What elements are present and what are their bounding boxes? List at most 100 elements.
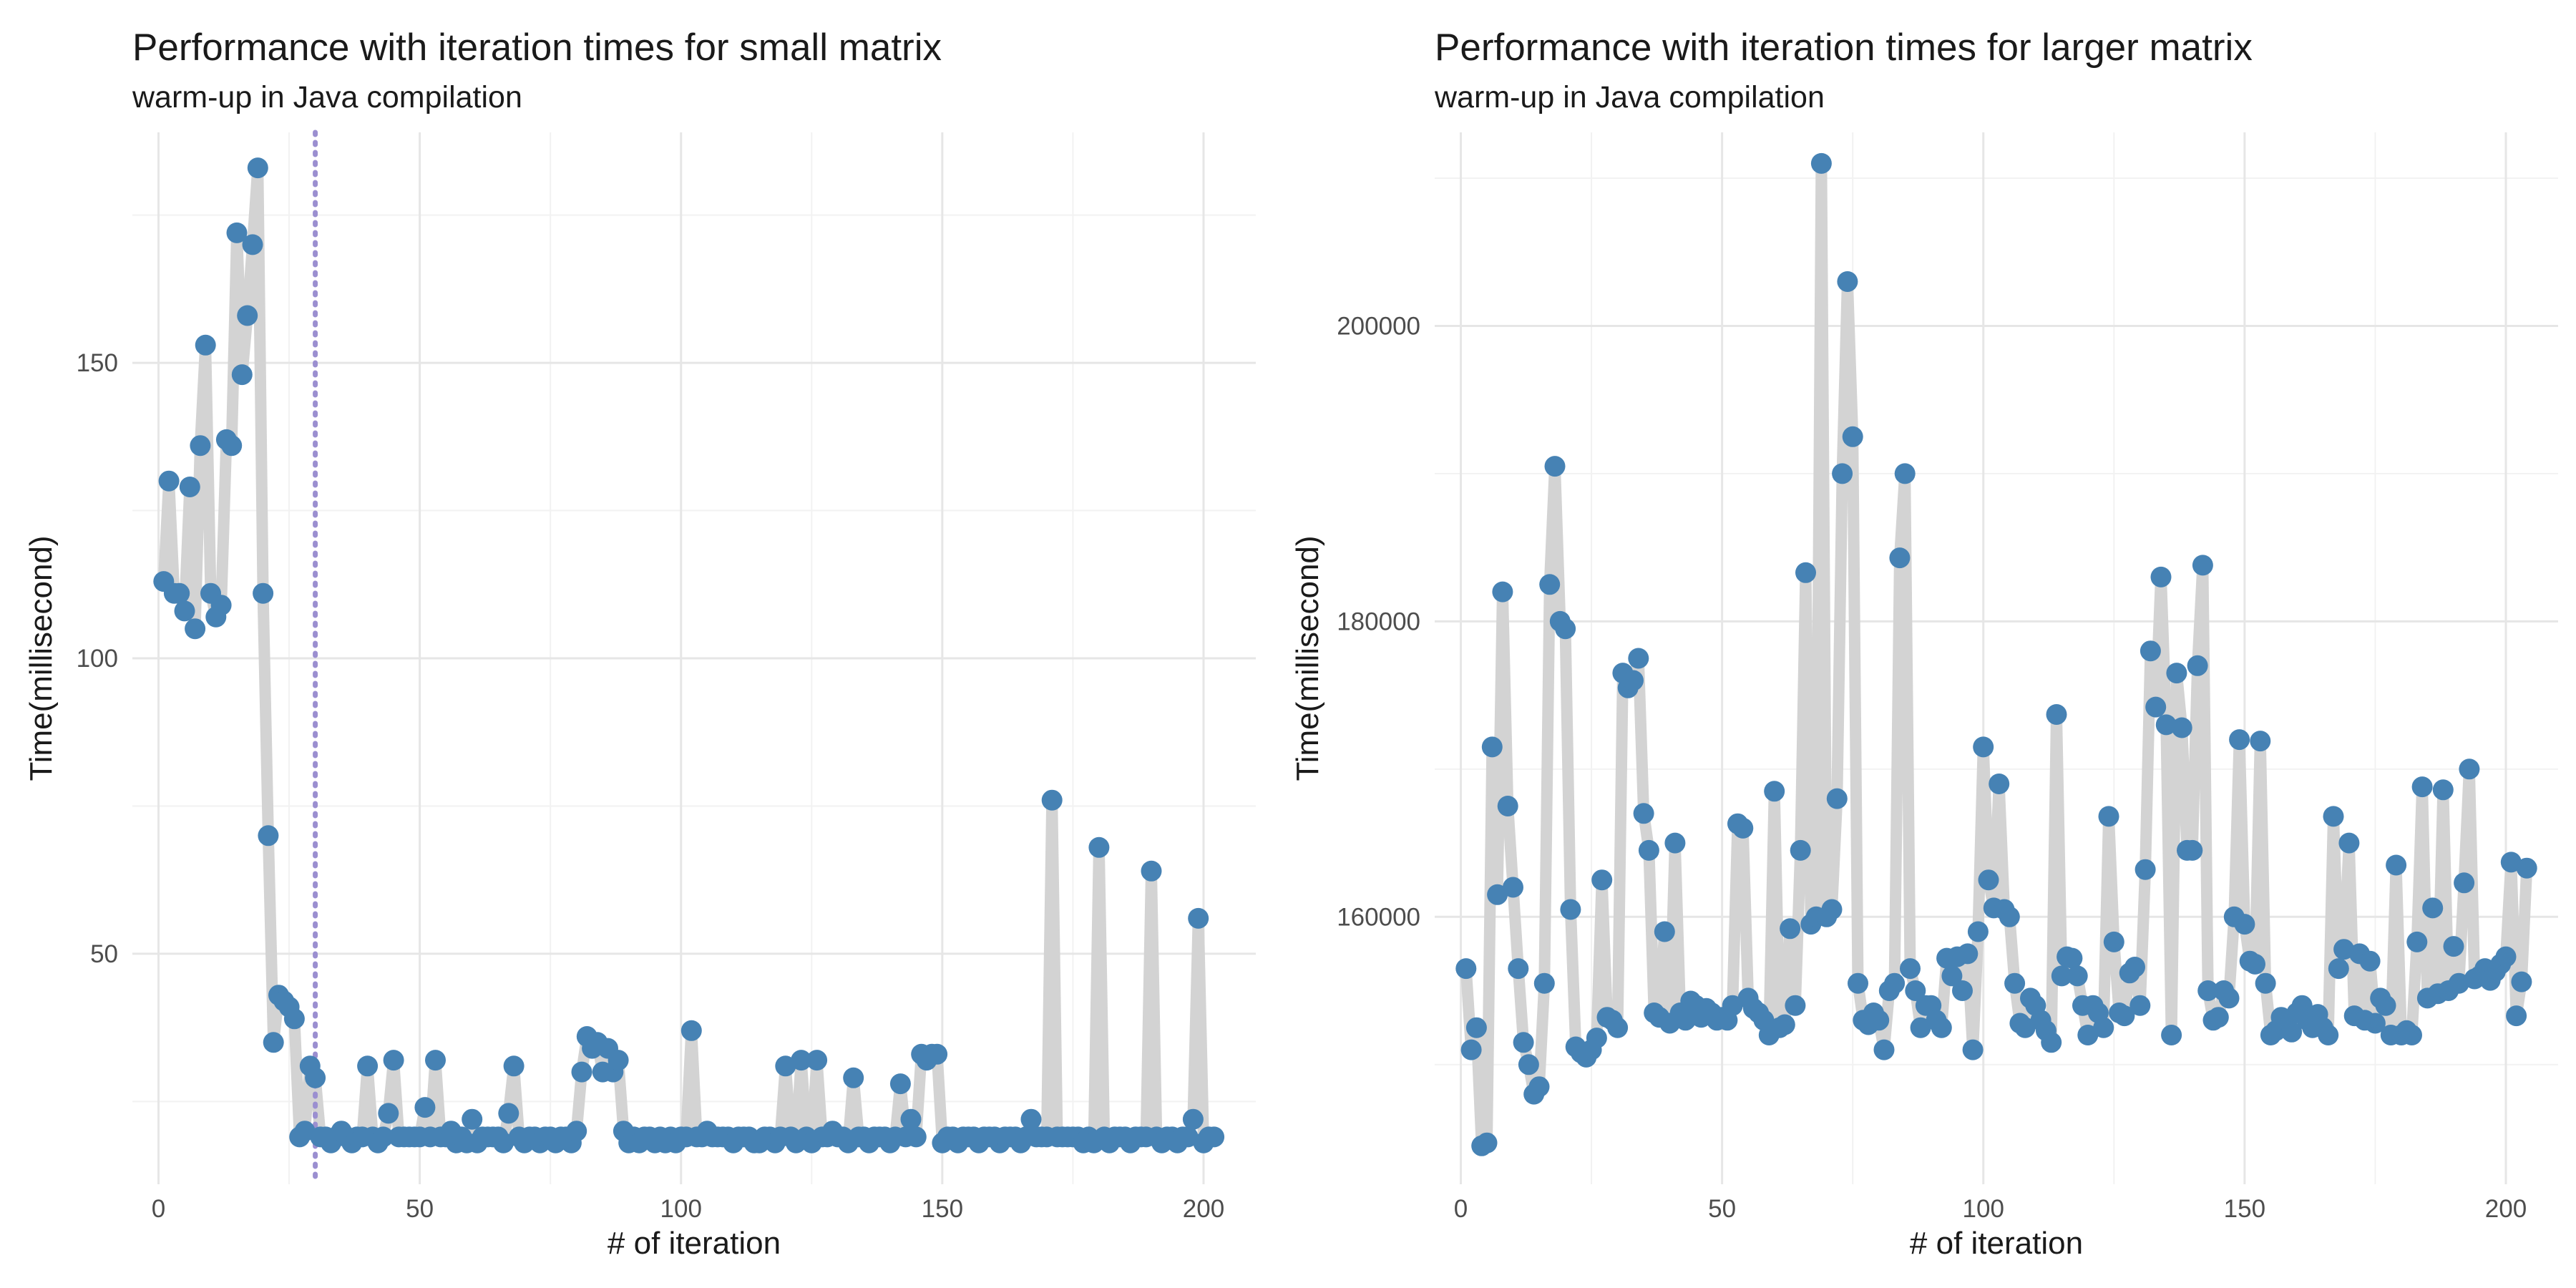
y-tick-label: 100 [77,645,118,673]
data-point [1455,958,1477,980]
gridlines [1435,132,2558,1184]
data-point [2046,704,2067,725]
data-point [1989,774,2010,794]
data-point [1978,869,1999,891]
data-point [889,1073,911,1095]
x-axis-title: # of iteration [1910,1226,2083,1261]
chart-subtitle: warm-up in Java compilation [132,80,522,114]
data-point [2135,859,2156,880]
data-point [1905,980,1926,1001]
data-point [1732,817,1754,839]
data-point [2443,936,2464,957]
chart-title: Performance with iteration times for sma… [132,26,942,69]
data-point [383,1050,404,1071]
data-point [1513,1032,1534,1053]
data-point [1900,958,1921,980]
data-point [237,305,258,326]
data-point [1795,562,1816,583]
data-point [1560,899,1581,920]
data-point [1503,877,1523,898]
data-point [414,1097,436,1118]
data-point [378,1103,399,1124]
data-point [1764,781,1785,802]
data-point [2145,696,2167,718]
data-point [1544,456,1566,477]
data-point [1810,152,1832,174]
data-point [1868,1010,1890,1031]
data-point [1832,463,1853,484]
data-point [1957,943,1979,965]
data-point [357,1055,379,1077]
data-point [294,1121,316,1142]
chart-title: Performance with iteration times for lar… [1435,26,2253,69]
data-point [2411,776,2433,798]
data-point [1481,736,1503,758]
data-point [1533,972,1555,994]
data-point [2077,1025,2099,1045]
data-point [1962,1039,1984,1060]
data-point [1842,426,1863,447]
data-point [305,1067,326,1088]
data-point [1591,869,1613,891]
data-point [1780,918,1801,940]
data-point [1790,839,1811,861]
data-point [1497,796,1518,816]
data-point [2359,950,2381,972]
x-tick-label: 150 [2224,1195,2265,1223]
data-point [158,470,180,492]
data-point [927,1043,948,1065]
data-point [2432,779,2454,801]
data-point [253,582,274,604]
x-tick-label: 50 [406,1195,434,1223]
data-point [1476,1132,1498,1153]
data-point [1774,1014,1795,1035]
chart-subtitle: warm-up in Java compilation [1435,80,1825,114]
data-point [680,1020,702,1041]
data-point [1654,921,1675,942]
data-point [1722,995,1743,1016]
data-point [195,334,216,356]
x-tick-label: 200 [2485,1195,2527,1223]
data-point [1586,1028,1607,1049]
larger-matrix-panel: 0 50 100 150 200 160000 180000 200000 # of itera… [1288,0,2576,1288]
data-point [2333,939,2355,960]
data-point [2187,655,2208,676]
data-point [1177,1126,1199,1148]
data-point [242,234,263,255]
data-point [174,600,195,622]
data-point [2448,972,2469,994]
data-point [1487,884,1508,905]
x-tick-label: 100 [660,1195,702,1223]
larger-matrix-chart: 0 50 100 150 200 160000 180000 200000 # of itera… [1290,132,2558,1261]
data-point [1785,995,1806,1016]
data-point [1508,958,1529,980]
data-point [775,1055,796,1077]
small-matrix-chart: 0 50 100 150 200 50 100 150 # of iteration Time(m… [24,130,1256,1261]
data-points [1455,152,2537,1156]
data-point [2338,832,2360,854]
data-point [1952,980,1973,1001]
data-point [2328,958,2349,980]
data-point [2401,1025,2422,1045]
data-point [905,1126,927,1148]
data-point [2422,897,2444,919]
data-point [1910,1017,1931,1038]
data-point [843,1067,864,1088]
data-point [791,1050,812,1071]
data-point [2171,717,2192,738]
data-point [2495,946,2517,967]
data-point [462,1108,483,1130]
data-point [1941,965,1963,987]
data-point [1141,860,1162,882]
data-point [2051,965,2072,987]
data-point [1894,463,1916,484]
data-point [221,435,243,457]
data-point [1465,1017,1487,1038]
y-tick-label: 50 [90,940,118,968]
data-point [2004,972,2026,994]
data-point [1182,1108,1204,1130]
data-point [2234,914,2255,935]
data-point [2229,729,2250,751]
data-point [1967,921,1989,942]
data-point [2062,947,2083,969]
